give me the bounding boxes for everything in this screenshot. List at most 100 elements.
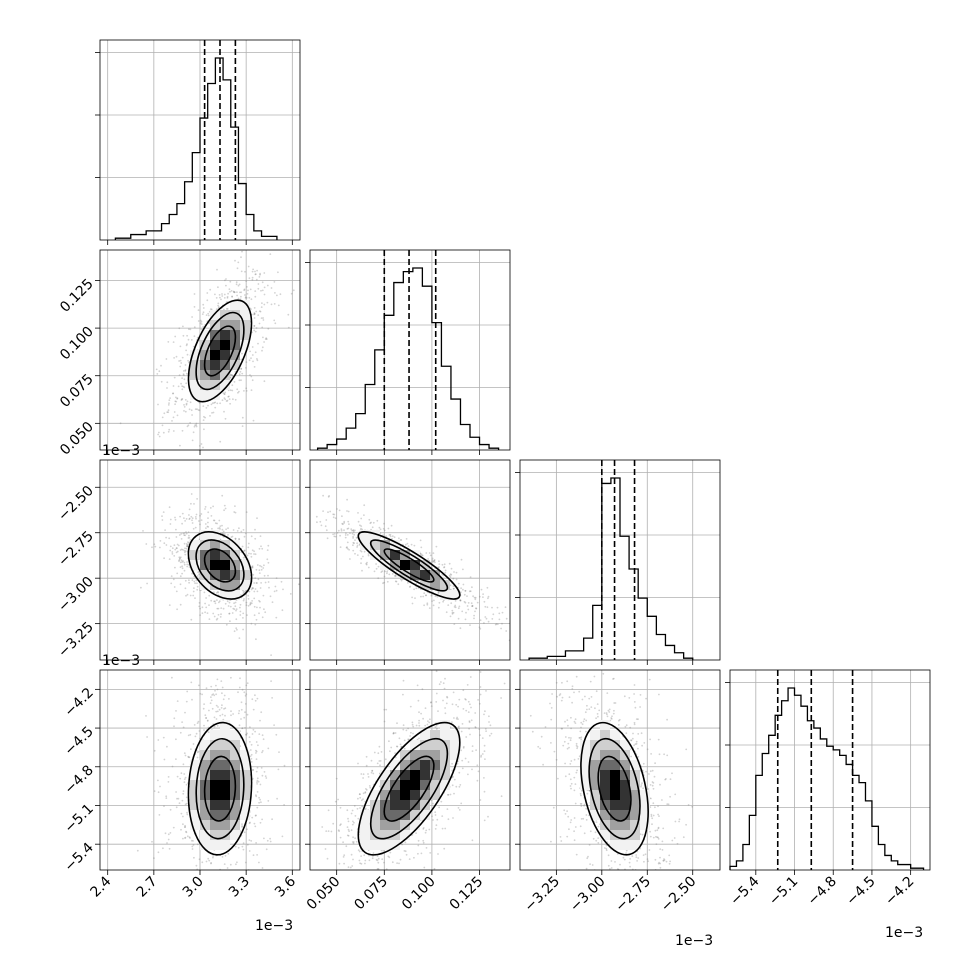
sample-point <box>210 403 213 406</box>
sample-point <box>183 773 186 775</box>
sample-point <box>368 859 371 862</box>
density-cell <box>240 300 250 310</box>
sample-point <box>242 590 245 592</box>
sample-point <box>199 523 201 526</box>
sample-point <box>196 582 198 585</box>
sample-point <box>347 510 350 513</box>
sample-point <box>356 918 358 920</box>
sample-point <box>425 594 427 597</box>
sample-point <box>175 536 178 538</box>
sample-point <box>188 518 191 520</box>
sample-point <box>202 419 205 421</box>
sample-point <box>334 800 337 803</box>
sample-point <box>243 598 245 600</box>
sample-point <box>210 685 213 688</box>
sample-point <box>210 308 213 311</box>
density-cell <box>230 760 240 770</box>
sample-point <box>184 587 187 590</box>
sample-point <box>360 525 363 527</box>
sample-point <box>196 498 199 500</box>
sample-point <box>463 600 466 603</box>
sample-point <box>261 818 263 821</box>
sample-point <box>211 412 213 414</box>
density-cell <box>240 560 250 570</box>
sample-point <box>359 793 361 796</box>
density-panel-1-4: 2.4 2.7 3.0 3.3 3.6−5.4−5.1−4.8−4.5−4.2 <box>61 655 301 912</box>
sample-point <box>424 707 427 710</box>
sample-point <box>236 628 238 631</box>
sample-point <box>212 856 214 859</box>
sample-point <box>226 308 229 310</box>
sample-point <box>267 244 269 246</box>
sample-point <box>180 538 183 540</box>
sample-point <box>357 849 360 852</box>
density-cell <box>400 820 410 830</box>
sample-point <box>245 684 248 687</box>
sample-point <box>427 558 429 560</box>
sample-point <box>484 758 486 760</box>
sample-point <box>186 334 189 337</box>
sample-point <box>459 599 462 602</box>
density-cell <box>410 760 420 770</box>
sample-point <box>160 364 162 367</box>
sample-point <box>191 910 193 912</box>
sample-point <box>465 611 467 614</box>
density-cell <box>380 790 390 800</box>
sample-point <box>140 586 142 589</box>
sample-point <box>184 364 187 366</box>
sample-point <box>204 714 207 717</box>
sample-point <box>410 872 412 874</box>
density-cell <box>210 740 220 750</box>
sample-point <box>196 756 199 759</box>
sample-point <box>188 408 191 411</box>
sample-point <box>216 710 219 713</box>
sample-point <box>458 605 461 608</box>
sample-point <box>180 548 183 551</box>
sample-point <box>416 684 419 687</box>
sample-point <box>256 777 259 780</box>
density-cell <box>450 750 460 760</box>
sample-point <box>198 858 201 861</box>
density-cell <box>380 770 390 780</box>
sample-point <box>178 374 181 376</box>
sample-point <box>320 524 323 527</box>
sample-point <box>372 852 375 854</box>
sample-point <box>394 580 397 583</box>
sample-point <box>183 752 186 755</box>
sample-point <box>245 733 248 736</box>
sample-point <box>231 374 233 376</box>
sample-point <box>216 522 219 525</box>
sample-point <box>224 871 226 873</box>
sample-point <box>200 519 203 521</box>
sample-point <box>184 410 187 413</box>
density-cell <box>190 560 200 570</box>
sample-point <box>165 358 168 360</box>
sample-point <box>525 661 527 663</box>
sample-point <box>183 561 186 564</box>
sample-point <box>203 724 205 727</box>
density-cell <box>440 750 450 760</box>
sample-point <box>227 534 229 536</box>
sample-point <box>209 507 212 509</box>
sample-point <box>221 704 223 707</box>
density-cell <box>390 820 400 830</box>
sample-point <box>253 582 256 584</box>
sample-point <box>163 805 165 807</box>
sample-point <box>440 681 442 683</box>
sample-point <box>362 777 364 779</box>
sample-point <box>168 399 171 402</box>
sample-point <box>248 736 251 739</box>
sample-point <box>171 551 174 553</box>
sample-point <box>268 586 270 589</box>
sample-point <box>253 822 256 825</box>
sample-point <box>479 686 482 688</box>
sample-point <box>183 378 186 381</box>
density-cell <box>240 770 250 780</box>
sample-point <box>248 655 250 657</box>
sample-point <box>212 881 214 883</box>
sample-point <box>225 400 228 402</box>
sample-point <box>206 292 209 294</box>
sample-point <box>277 304 280 307</box>
sample-point <box>273 281 276 283</box>
sample-point <box>528 632 530 634</box>
